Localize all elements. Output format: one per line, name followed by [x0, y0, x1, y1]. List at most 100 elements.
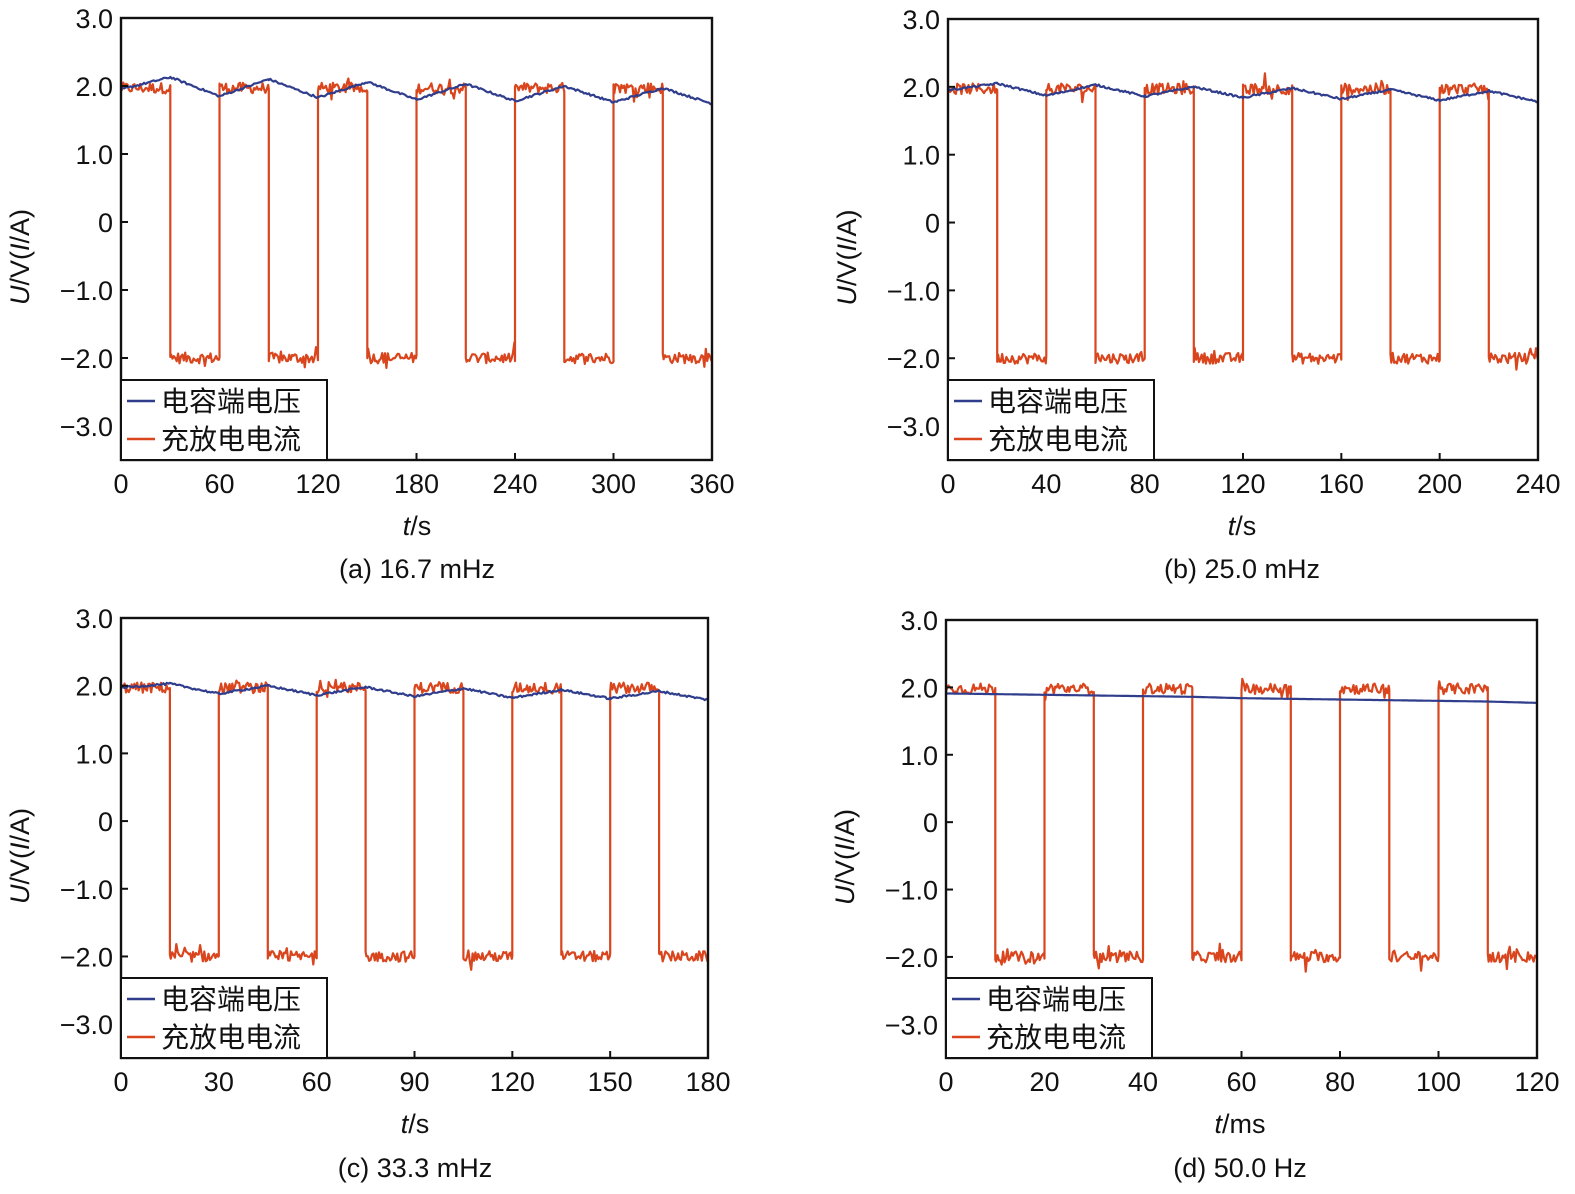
x-axis-unit: /s [408, 1109, 429, 1139]
panel-c: (c) 33.3 mHz 3.02.01.00−1.0−2.0−3.00 30 60… [5, 604, 731, 1183]
x-tick-label: 0 [940, 469, 955, 499]
y-axis-unit-v: /V( [5, 850, 35, 885]
x-tick-label: 0 [113, 1067, 128, 1097]
y-tick-label: 2.0 [75, 72, 113, 102]
legend-label-voltage: 电容端电压 [986, 983, 1126, 1016]
current-series-line [948, 72, 1538, 371]
y-tick-label: −1.0 [885, 876, 938, 906]
legend-label-voltage: 电容端电压 [161, 385, 301, 418]
legend-label-voltage: 电容端电压 [161, 983, 301, 1016]
y-tick-label: 1.0 [900, 741, 938, 771]
y-axis-variable-i: I [5, 842, 35, 850]
x-tick-label: 30 [204, 1067, 234, 1097]
x-axis-variable: t [401, 1109, 410, 1139]
legend-label-current: 充放电电流 [161, 1021, 301, 1054]
y-axis-variable-u: U [5, 884, 35, 904]
y-axis-variable-u: U [832, 286, 862, 306]
y-axis-variable-i: I [830, 843, 860, 851]
x-tick-label: 360 [689, 469, 734, 499]
x-axis-unit: /s [410, 511, 431, 541]
y-tick-label: 0 [923, 808, 938, 838]
y-axis-title: U/V(I/A) [830, 809, 860, 905]
x-tick-label: 200 [1417, 469, 1462, 499]
panel-d: (d) 50.0 Hz 3.02.01.00−1.0−2.0−3.00 20 40 6… [830, 606, 1560, 1183]
x-tick-label: 20 [1029, 1067, 1059, 1097]
x-tick-label: 40 [1128, 1067, 1158, 1097]
voltage-series-line [121, 75, 712, 106]
x-tick-label: 80 [1325, 1067, 1355, 1097]
x-tick-label: 40 [1031, 469, 1061, 499]
y-axis-variable-i: I [5, 243, 35, 251]
x-tick-label: 120 [295, 469, 340, 499]
x-tick-label: 120 [1514, 1067, 1559, 1097]
panel-b: (b) 25.0 mHz 3.02.01.00−1.0−2.0−3.00 40 80… [832, 5, 1561, 584]
y-axis-unit-v: /V( [832, 252, 862, 287]
y-axis-unit-a: /A) [832, 209, 862, 244]
y-axis-variable-i: I [832, 244, 862, 252]
x-tick-label: 60 [1226, 1067, 1256, 1097]
y-tick-label: −3.0 [60, 1010, 113, 1040]
x-tick-label: 240 [1515, 469, 1560, 499]
y-tick-label: 1.0 [75, 739, 113, 769]
legend-box [120, 977, 328, 1059]
x-tick-label: 240 [492, 469, 537, 499]
x-tick-label: 90 [399, 1067, 429, 1097]
y-axis-unit-a: /A) [5, 808, 35, 843]
y-tick-label: −1.0 [60, 276, 113, 306]
legend-box [120, 379, 328, 461]
y-tick-label: 3.0 [900, 606, 938, 636]
y-tick-label: 0 [925, 209, 940, 239]
x-tick-label: 80 [1130, 469, 1160, 499]
panel-a: (a) 16.7 mHz 3.02.01.00−1.0−2.0−3.00 60 12… [5, 4, 735, 584]
panel-caption: (a) 16.7 mHz [339, 554, 495, 584]
x-tick-label: 60 [204, 469, 234, 499]
y-tick-label: −2.0 [60, 344, 113, 374]
y-axis-title: U/V(I/A) [5, 808, 35, 904]
x-axis-unit: /ms [1222, 1109, 1266, 1139]
y-tick-label: 0 [98, 807, 113, 837]
y-axis-title: U/V(I/A) [832, 209, 862, 305]
x-axis-title: t/s [403, 511, 432, 541]
y-axis-unit-a: /A) [830, 809, 860, 844]
y-axis-unit-v: /V( [5, 251, 35, 286]
x-tick-label: 180 [685, 1067, 730, 1097]
y-tick-label: −2.0 [887, 344, 940, 374]
x-tick-label: 0 [938, 1067, 953, 1097]
y-tick-label: −1.0 [60, 875, 113, 905]
x-tick-label: 120 [1220, 469, 1265, 499]
legend-label-current: 充放电电流 [161, 423, 301, 456]
y-axis-variable-u: U [830, 885, 860, 905]
x-axis-variable: t [1214, 1109, 1223, 1139]
y-tick-label: 2.0 [900, 673, 938, 703]
y-axis-unit-v: /V( [830, 851, 860, 886]
y-tick-label: 3.0 [75, 4, 113, 34]
legend-label-voltage: 电容端电压 [988, 385, 1128, 418]
y-tick-label: 1.0 [75, 140, 113, 170]
panel-caption: (b) 25.0 mHz [1164, 554, 1320, 584]
current-series-line [121, 77, 712, 369]
panel-caption: (d) 50.0 Hz [1173, 1153, 1307, 1183]
y-tick-label: 1.0 [902, 141, 940, 171]
x-tick-label: 60 [302, 1067, 332, 1097]
y-tick-label: −3.0 [887, 412, 940, 442]
x-tick-label: 160 [1319, 469, 1364, 499]
legend-box [945, 977, 1153, 1059]
voltage-series-line [121, 681, 708, 702]
x-axis-variable: t [1228, 511, 1237, 541]
voltage-series-line [948, 81, 1538, 104]
y-tick-label: −3.0 [60, 412, 113, 442]
y-tick-label: 0 [98, 208, 113, 238]
x-tick-label: 180 [394, 469, 439, 499]
current-series-line [946, 677, 1537, 973]
x-tick-label: 300 [591, 469, 636, 499]
x-tick-label: 150 [588, 1067, 633, 1097]
x-axis-variable: t [403, 511, 412, 541]
y-tick-label: −2.0 [885, 943, 938, 973]
x-axis-title: t/s [401, 1109, 430, 1139]
x-tick-label: 0 [113, 469, 128, 499]
